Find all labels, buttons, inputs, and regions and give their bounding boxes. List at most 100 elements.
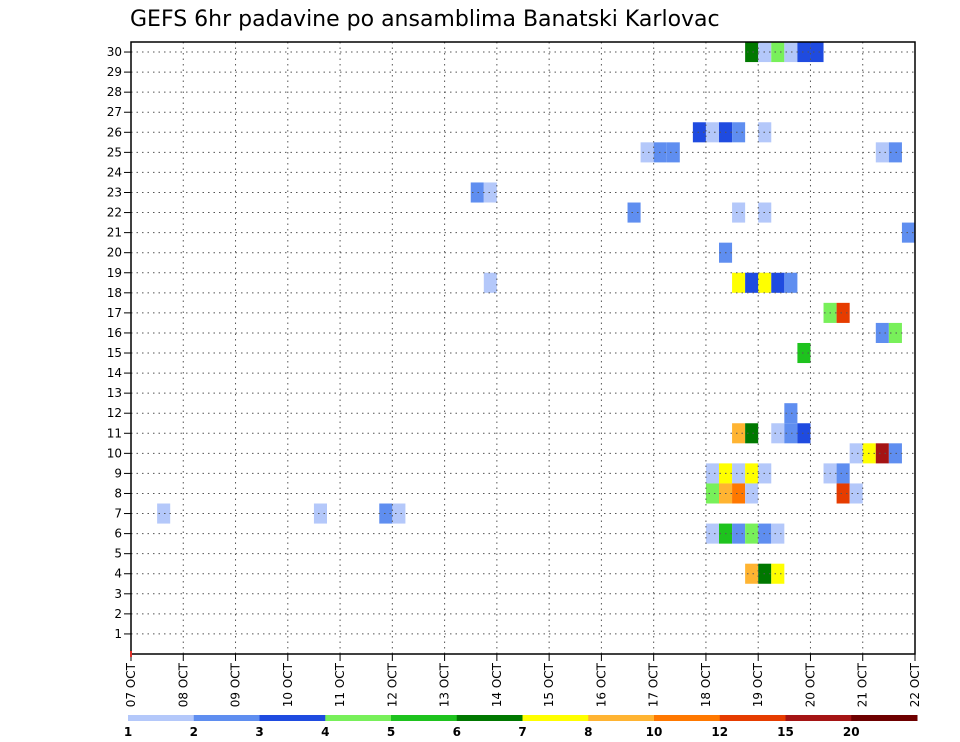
legend: 1 2 3 4 5 6 7 8 10 12 15 20 — [124, 715, 918, 739]
precip-cell — [157, 503, 171, 524]
legend-swatch — [128, 715, 195, 721]
precip-cell — [483, 182, 497, 203]
precip-cell — [705, 122, 719, 143]
legend-swatch — [391, 715, 458, 721]
legend-swatch — [785, 715, 852, 721]
precip-cell — [705, 463, 719, 484]
y-tick-label: 9 — [114, 466, 122, 480]
precip-cell — [313, 503, 327, 524]
precip-cell — [483, 272, 497, 293]
legend-swatch — [588, 715, 655, 721]
precip-cell — [470, 182, 484, 203]
y-tick-label: 30 — [107, 45, 122, 59]
y-tick-label: 21 — [107, 226, 122, 240]
y-tick-label: 28 — [107, 85, 122, 99]
precip-cell — [875, 322, 889, 343]
precip-cell — [797, 423, 811, 444]
precip-cell — [758, 272, 772, 293]
legend-label: 12 — [711, 725, 728, 739]
precip-cell — [705, 523, 719, 544]
y-tick-label: 13 — [107, 386, 122, 400]
precip-cell — [745, 42, 759, 63]
precip-cell — [732, 122, 746, 143]
y-tick-label: 18 — [107, 286, 122, 300]
y-tick-label: 6 — [114, 527, 122, 541]
precip-cell — [875, 443, 889, 464]
precip-cell — [784, 423, 798, 444]
x-tick-label: 16 OCT — [594, 662, 608, 707]
y-axis: 1234567891011121314151617181920212223242… — [107, 45, 131, 641]
x-tick-label: 15 OCT — [542, 662, 556, 707]
precip-cell — [640, 142, 654, 163]
legend-label: 20 — [843, 725, 860, 739]
y-tick-label: 7 — [114, 507, 122, 521]
precip-cell — [888, 443, 902, 464]
x-tick-label: 13 OCT — [438, 662, 452, 707]
y-tick-label: 27 — [107, 105, 122, 119]
x-tick-label: 11 OCT — [333, 662, 347, 707]
y-tick-label: 16 — [107, 326, 122, 340]
y-tick-label: 19 — [107, 266, 122, 280]
precip-cell — [732, 202, 746, 223]
grid-layer — [131, 42, 915, 654]
legend-swatch — [325, 715, 392, 721]
chart-title: GEFS 6hr padavine po ansamblima Banatski… — [130, 7, 720, 32]
legend-label: 6 — [453, 725, 461, 739]
precip-cell — [745, 483, 759, 504]
y-tick-label: 17 — [107, 306, 122, 320]
precip-cell — [705, 483, 719, 504]
y-tick-label: 14 — [107, 366, 122, 380]
y-tick-label: 2 — [114, 607, 122, 621]
y-tick-label: 29 — [107, 65, 122, 79]
precip-cell — [745, 563, 759, 584]
precip-cell — [771, 42, 785, 63]
x-tick-label: 10 OCT — [281, 662, 295, 707]
legend-swatch — [851, 715, 918, 721]
x-tick-label: 21 OCT — [856, 662, 870, 707]
y-tick-label: 4 — [114, 567, 122, 581]
precip-cell — [745, 423, 759, 444]
precip-cell — [392, 503, 406, 524]
precip-cell — [849, 443, 863, 464]
legend-label: 3 — [255, 725, 263, 739]
precip-cell — [745, 523, 759, 544]
x-tick-label: 17 OCT — [647, 662, 661, 707]
precip-cell — [784, 403, 798, 424]
precip-cell — [849, 483, 863, 504]
x-tick-label: 19 OCT — [751, 662, 765, 707]
y-tick-label: 25 — [107, 145, 122, 159]
precip-cell — [745, 463, 759, 484]
x-tick-label: 07 OCT — [124, 662, 138, 707]
legend-swatch — [654, 715, 721, 721]
y-tick-label: 26 — [107, 125, 122, 139]
x-axis: 07 OCT 08 OCT 09 OCT 10 OCT 11 OCT 12 OCT 13 O… — [124, 651, 922, 707]
precip-cell — [797, 342, 811, 364]
precip-cell — [666, 142, 680, 163]
precip-cell — [784, 272, 798, 293]
precip-cell — [771, 523, 785, 544]
cells-layer — [157, 42, 915, 584]
x-tick-label: 08 OCT — [176, 662, 190, 707]
legend-swatch — [456, 715, 523, 721]
x-tick-label: 22 OCT — [908, 662, 922, 707]
precip-cell — [692, 122, 706, 143]
legend-label: 10 — [646, 725, 663, 739]
precip-cell — [771, 423, 785, 444]
y-tick-label: 3 — [114, 587, 122, 601]
precip-cell — [836, 463, 850, 484]
legend-swatch — [719, 715, 786, 721]
precip-cell — [888, 142, 902, 163]
precip-cell — [732, 423, 746, 444]
y-tick-label: 24 — [107, 165, 122, 179]
legend-label: 7 — [518, 725, 526, 739]
legend-label: 1 — [124, 725, 132, 739]
precip-cell — [771, 563, 785, 584]
x-tick-label: 09 OCT — [229, 662, 243, 707]
precip-cell — [836, 483, 850, 504]
precip-cell — [745, 272, 759, 293]
precip-cell — [732, 483, 746, 504]
y-tick-label: 15 — [107, 346, 122, 360]
y-tick-label: 23 — [107, 185, 122, 199]
y-tick-label: 1 — [114, 627, 122, 641]
